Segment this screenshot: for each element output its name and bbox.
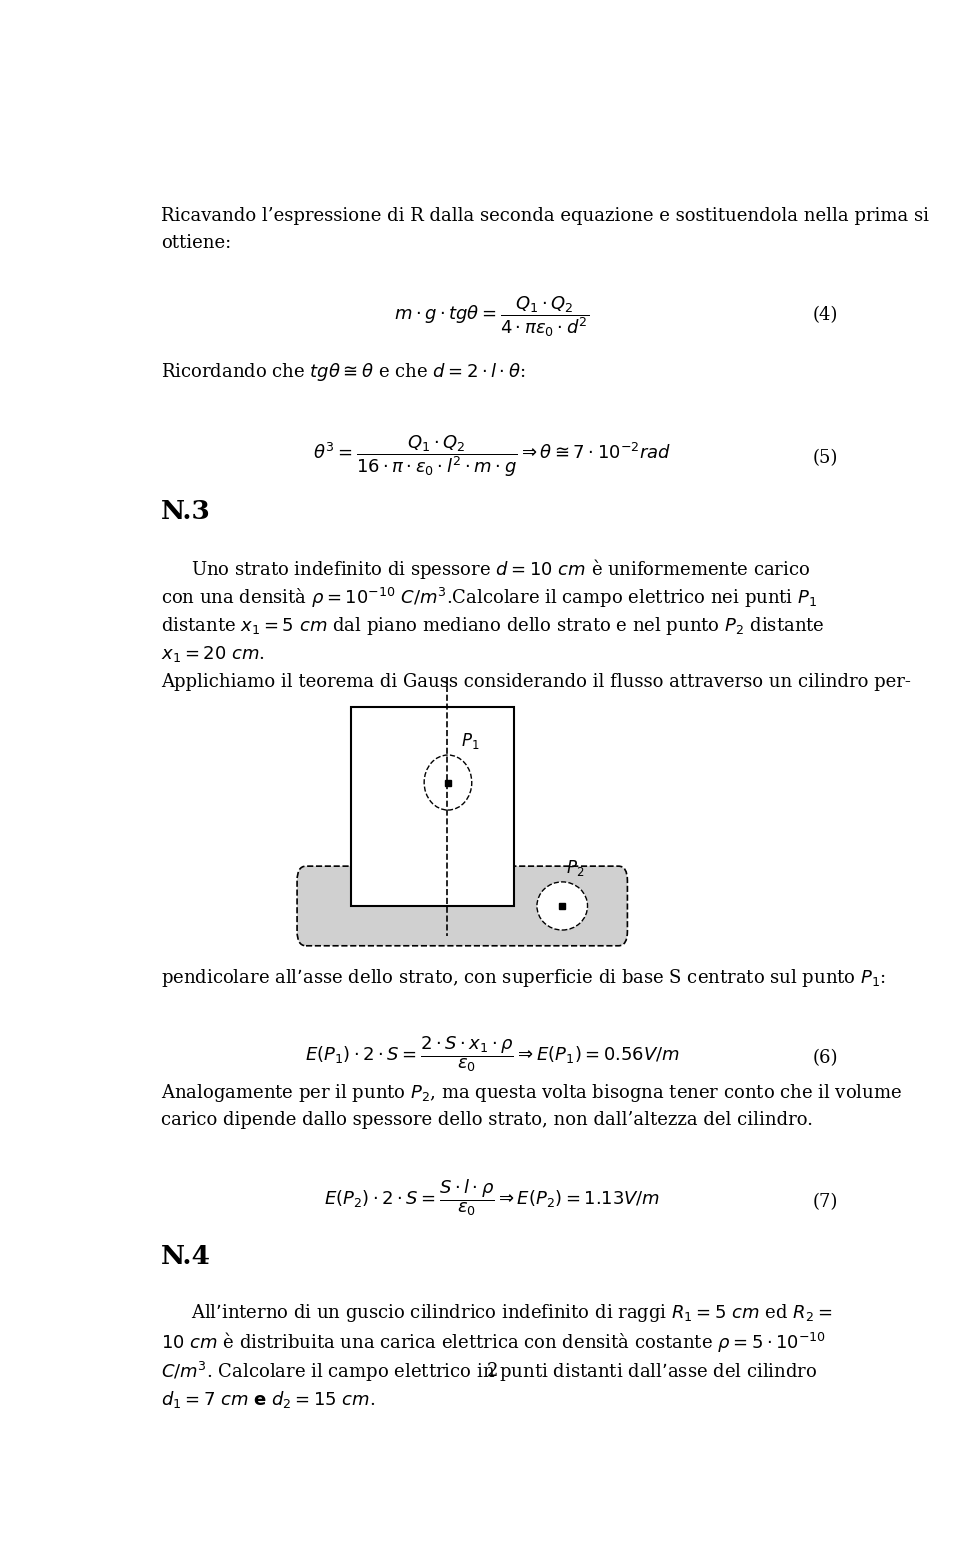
Text: $E(P_2) \cdot 2 \cdot S = \dfrac{S \cdot l \cdot \rho}{\epsilon_0} \Rightarrow E: $E(P_2) \cdot 2 \cdot S = \dfrac{S \cdot… (324, 1177, 660, 1218)
FancyBboxPatch shape (364, 740, 486, 826)
Text: $\theta^3 = \dfrac{Q_1 \cdot Q_2}{16 \cdot \pi \cdot \epsilon_0 \cdot l^2 \cdot : $\theta^3 = \dfrac{Q_1 \cdot Q_2}{16 \cd… (313, 432, 671, 480)
Text: (6): (6) (812, 1050, 838, 1067)
Text: N.4: N.4 (161, 1244, 211, 1269)
Text: N.3: N.3 (161, 500, 211, 525)
Bar (350, 707, 515, 906)
Text: ottiene:: ottiene: (161, 233, 231, 252)
Text: con una densità $\rho = 10^{-10}$ $C/m^3$.Calcolare il campo elettrico nei punti: con una densità $\rho = 10^{-10}$ $C/m^3… (161, 586, 817, 610)
Text: Ricavando l’espressione di R dalla seconda equazione e sostituendola nella prima: Ricavando l’espressione di R dalla secon… (161, 207, 929, 226)
Text: (4): (4) (812, 306, 838, 324)
Text: Analogamente per il punto $P_2$, ma questa volta bisogna tener conto che il volu: Analogamente per il punto $P_2$, ma ques… (161, 1083, 902, 1105)
Text: pendicolare all’asse dello strato, con superficie di base S centrato sul punto $: pendicolare all’asse dello strato, con s… (161, 967, 886, 989)
Text: $P_2$: $P_2$ (566, 859, 585, 878)
Ellipse shape (424, 755, 471, 810)
Text: All’interno di un guscio cilindrico indefinito di raggi $R_1 = 5$ $cm$ ed $R_2 =: All’interno di un guscio cilindrico inde… (191, 1302, 832, 1324)
Text: $C/m^3$. Calcolare il campo elettrico in punti distanti dall’asse del cilindro: $C/m^3$. Calcolare il campo elettrico in… (161, 1360, 817, 1384)
Text: (7): (7) (812, 1192, 838, 1211)
Text: carico dipende dallo spessore dello strato, non dall’altezza del cilindro.: carico dipende dallo spessore dello stra… (161, 1111, 813, 1130)
Text: $P_1$: $P_1$ (462, 730, 480, 751)
Text: $m \cdot g \cdot tg\theta = \dfrac{Q_1 \cdot Q_2}{4 \cdot \pi\epsilon_0 \cdot d^: $m \cdot g \cdot tg\theta = \dfrac{Q_1 \… (395, 295, 589, 338)
Text: $10$ $cm$ è distribuita una carica elettrica con densità costante $\rho = 5 \cdo: $10$ $cm$ è distribuita una carica elett… (161, 1330, 826, 1355)
FancyBboxPatch shape (297, 867, 628, 946)
Text: $x_1 = 20$ $cm$.: $x_1 = 20$ $cm$. (161, 644, 265, 664)
Text: Uno strato indefinito di spessore $d = 10$ $cm$ è uniformemente carico: Uno strato indefinito di spessore $d = 1… (191, 558, 810, 581)
Ellipse shape (537, 882, 588, 931)
Text: (5): (5) (812, 448, 838, 467)
Text: $E(P_1) \cdot 2 \cdot S = \dfrac{2 \cdot S \cdot x_1 \cdot \rho}{\epsilon_0} \Ri: $E(P_1) \cdot 2 \cdot S = \dfrac{2 \cdot… (304, 1034, 680, 1073)
Text: 2: 2 (487, 1362, 497, 1381)
Text: $d_1 = 7$ $cm$ $\mathbf{e}$ $d_2 = 15$ $cm$.: $d_1 = 7$ $cm$ $\mathbf{e}$ $d_2 = 15$ $… (161, 1388, 375, 1410)
Text: distante $x_1 = 5$ $cm$ dal piano mediano dello strato e nel punto $P_2$ distant: distante $x_1 = 5$ $cm$ dal piano median… (161, 616, 825, 638)
Text: Ricordando che $tg\theta \cong \theta$ e che $d = 2 \cdot l \cdot \theta$:: Ricordando che $tg\theta \cong \theta$ e… (161, 360, 525, 382)
Text: Applichiamo il teorema di Gauss considerando il flusso attraverso un cilindro pe: Applichiamo il teorema di Gauss consider… (161, 674, 911, 691)
